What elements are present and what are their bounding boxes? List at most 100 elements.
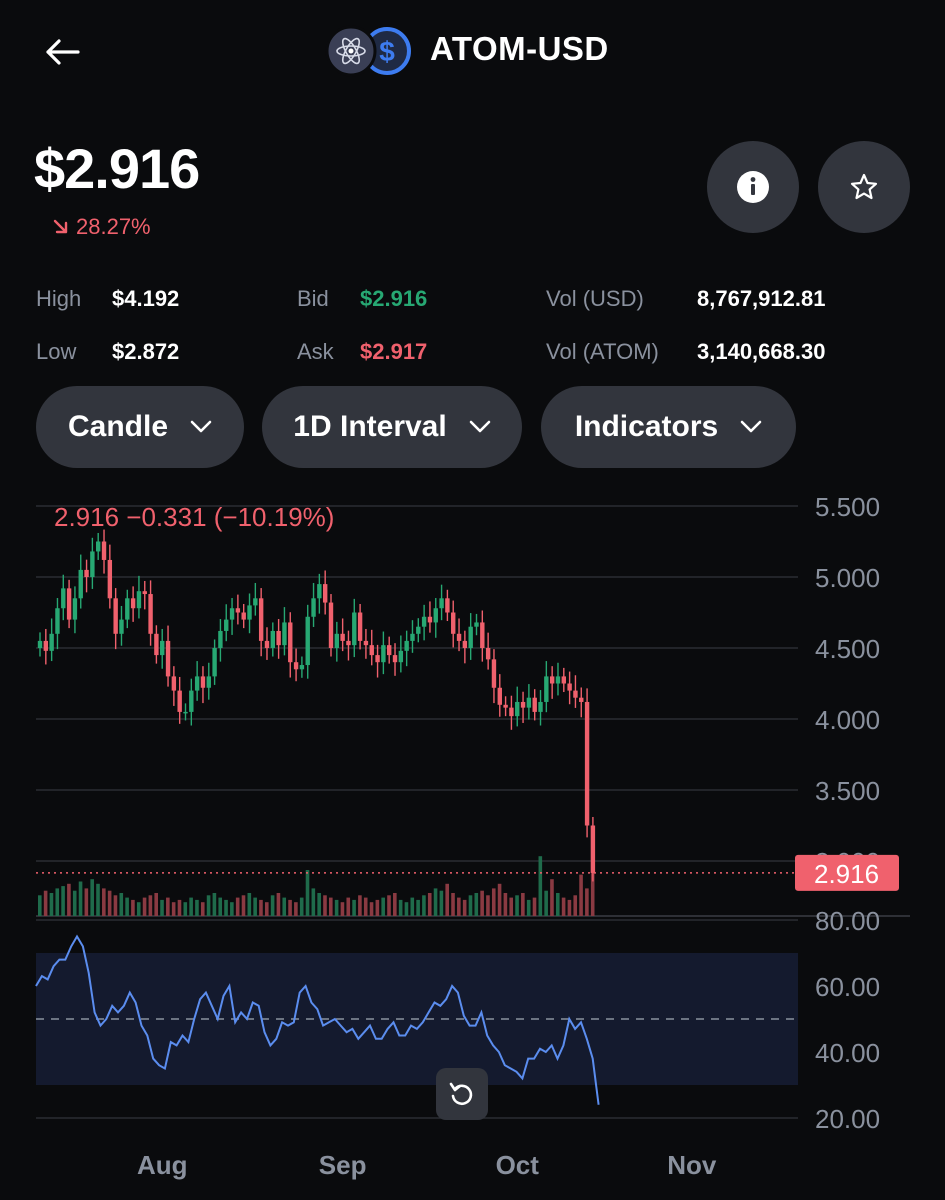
- candle: [404, 640, 409, 651]
- rotate-ccw-icon: [449, 1082, 473, 1106]
- arrow-left-icon: [46, 39, 80, 65]
- candle: [456, 633, 462, 641]
- ask-label: Ask: [297, 339, 334, 364]
- volume-bar: [550, 879, 554, 916]
- volume-bar: [329, 897, 333, 916]
- candle: [584, 701, 590, 826]
- candle: [293, 662, 299, 670]
- back-button[interactable]: [40, 30, 84, 74]
- volume-bar: [422, 895, 426, 916]
- candle: [515, 701, 520, 717]
- y-tick-label: 5.000: [815, 563, 880, 593]
- candle: [154, 633, 159, 656]
- candle: [43, 640, 49, 651]
- candle: [247, 605, 252, 620]
- volume-bar: [148, 895, 153, 916]
- candle: [206, 676, 211, 688]
- candle: [90, 551, 95, 577]
- volume-bar: [72, 890, 77, 916]
- volume-bar: [358, 895, 362, 916]
- favorite-button[interactable]: [818, 141, 910, 233]
- candle: [84, 569, 89, 577]
- chart-type-label: Candle: [67, 410, 169, 443]
- volume-bar: [491, 888, 496, 916]
- candle: [305, 616, 310, 666]
- vol-usd-label: Vol (USD): [546, 286, 644, 311]
- chevron-down-icon: [469, 420, 491, 433]
- volume-bar: [451, 893, 455, 916]
- volume-bar: [125, 897, 129, 916]
- candle: [125, 598, 130, 620]
- candle: [270, 630, 275, 648]
- volume-bar: [346, 897, 351, 916]
- x-tick-label: Sep: [319, 1150, 367, 1180]
- volume-bar: [84, 888, 89, 916]
- candle: [538, 701, 543, 712]
- candle: [142, 591, 147, 595]
- volume-bar: [305, 870, 310, 916]
- volume-bar: [38, 895, 42, 916]
- reset-zoom-button[interactable]: [436, 1068, 488, 1120]
- candle: [282, 622, 287, 646]
- volume-bar: [136, 902, 141, 916]
- volume-bar: [171, 902, 176, 916]
- vol-usd-value: 8,767,912.81: [697, 286, 826, 311]
- volume-bar: [398, 899, 403, 916]
- volume-bar: [166, 897, 170, 916]
- rsi-tick-label: 80.00: [815, 906, 880, 936]
- volume-bar: [486, 895, 490, 916]
- candle: [160, 640, 165, 656]
- interval-dropdown[interactable]: 1D Interval: [262, 386, 522, 468]
- volume-bar: [131, 899, 135, 916]
- volume-bar: [538, 856, 543, 916]
- volume-bar: [276, 893, 281, 916]
- rsi-tick-label: 60.00: [815, 972, 880, 1002]
- volume-bar: [259, 899, 263, 916]
- low-value: $2.872: [112, 339, 180, 364]
- volume-bar: [241, 895, 246, 916]
- volume-bar: [526, 899, 531, 916]
- candle: [340, 633, 345, 641]
- volume-bar: [352, 899, 356, 916]
- candle: [503, 704, 508, 708]
- volume-bar: [154, 893, 158, 916]
- rsi-line: [35, 934, 600, 1105]
- candle: [357, 612, 363, 641]
- chart-type-dropdown[interactable]: Candle: [36, 386, 244, 468]
- candle: [544, 676, 549, 702]
- candle: [427, 616, 433, 623]
- volume-bar: [509, 897, 514, 916]
- volume-bar: [107, 890, 112, 916]
- star-icon: [850, 173, 878, 200]
- candle: [474, 622, 479, 627]
- price-chart[interactable]: 5.5005.0004.5004.0003.5003.0002.9162.916…: [0, 480, 945, 1200]
- candle: [183, 711, 188, 714]
- volume-bar: [96, 883, 100, 916]
- info-button[interactable]: [707, 141, 799, 233]
- candle: [555, 676, 561, 684]
- volume-bar: [468, 895, 473, 916]
- chevron-down-icon: [190, 420, 212, 433]
- candle: [148, 594, 153, 634]
- candle: [55, 608, 60, 634]
- candle: [37, 640, 43, 648]
- candle: [194, 676, 200, 691]
- volume-bar: [561, 897, 566, 916]
- candle: [451, 612, 456, 634]
- candle: [468, 626, 473, 648]
- volume-bar: [317, 893, 321, 916]
- candle: [113, 598, 118, 634]
- candle: [264, 640, 270, 648]
- chevron-down-icon: [740, 420, 762, 433]
- price-change: 28.27%: [52, 214, 151, 240]
- candle: [200, 676, 206, 688]
- candle: [387, 645, 392, 656]
- candle: [229, 608, 235, 620]
- indicators-dropdown[interactable]: Indicators: [541, 386, 796, 468]
- bid-value: $2.916: [360, 286, 428, 311]
- volume-bar: [177, 899, 182, 916]
- pair-logos: $: [324, 24, 416, 78]
- candle: [590, 825, 596, 873]
- volume-bar: [119, 893, 124, 916]
- current-price-label: 2.916: [814, 859, 879, 889]
